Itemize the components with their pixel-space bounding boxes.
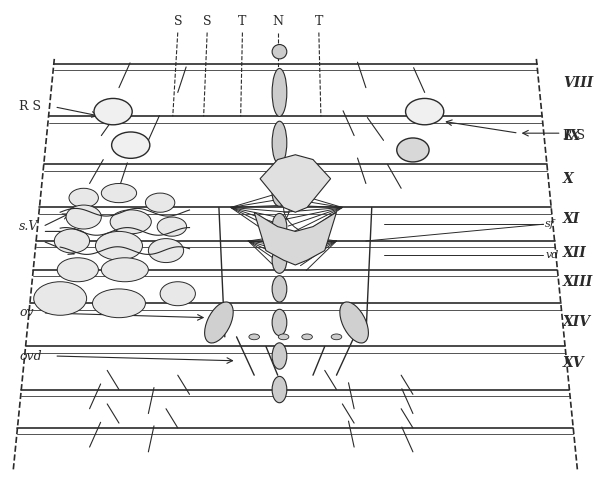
Ellipse shape <box>110 210 151 234</box>
Text: XIII: XIII <box>563 275 593 289</box>
Polygon shape <box>260 155 331 212</box>
Text: X: X <box>563 172 574 186</box>
Polygon shape <box>254 212 337 265</box>
Ellipse shape <box>34 282 86 315</box>
Text: R S: R S <box>563 129 585 142</box>
Text: IX: IX <box>563 129 580 143</box>
Ellipse shape <box>95 231 142 260</box>
Text: XI: XI <box>563 213 580 227</box>
Text: s.V: s.V <box>19 220 38 233</box>
Ellipse shape <box>92 289 145 318</box>
Ellipse shape <box>94 98 132 125</box>
Ellipse shape <box>101 258 148 282</box>
Text: R S: R S <box>19 100 41 113</box>
Ellipse shape <box>397 138 429 162</box>
Ellipse shape <box>272 343 287 369</box>
Text: sf: sf <box>545 219 555 229</box>
Ellipse shape <box>272 376 287 403</box>
Text: XIV: XIV <box>563 315 591 330</box>
Ellipse shape <box>406 98 444 125</box>
Text: S: S <box>203 15 211 28</box>
Ellipse shape <box>112 132 150 158</box>
Ellipse shape <box>272 247 287 273</box>
Text: T: T <box>314 15 323 28</box>
Ellipse shape <box>278 334 289 340</box>
Text: VIII: VIII <box>563 76 593 90</box>
Ellipse shape <box>54 229 89 253</box>
Text: XV: XV <box>563 356 584 370</box>
Ellipse shape <box>57 258 98 282</box>
Ellipse shape <box>145 193 175 212</box>
Ellipse shape <box>249 334 259 340</box>
Ellipse shape <box>272 121 287 164</box>
Ellipse shape <box>66 205 101 229</box>
Ellipse shape <box>101 184 137 202</box>
Text: ovd: ovd <box>19 349 41 362</box>
Text: ov: ov <box>19 307 34 320</box>
Ellipse shape <box>302 334 313 340</box>
Ellipse shape <box>205 302 233 343</box>
Ellipse shape <box>272 68 287 116</box>
Text: S: S <box>173 15 182 28</box>
Text: T: T <box>238 15 247 28</box>
Ellipse shape <box>272 180 287 206</box>
Text: N: N <box>272 15 283 28</box>
Ellipse shape <box>160 282 196 306</box>
Ellipse shape <box>272 214 287 240</box>
Ellipse shape <box>157 217 187 236</box>
Ellipse shape <box>340 302 368 343</box>
Ellipse shape <box>331 334 342 340</box>
Ellipse shape <box>272 309 287 335</box>
Ellipse shape <box>148 239 184 263</box>
Ellipse shape <box>272 44 287 59</box>
Ellipse shape <box>272 276 287 302</box>
Ellipse shape <box>69 188 98 207</box>
Text: vd: vd <box>545 250 559 260</box>
Text: XII: XII <box>563 246 587 260</box>
